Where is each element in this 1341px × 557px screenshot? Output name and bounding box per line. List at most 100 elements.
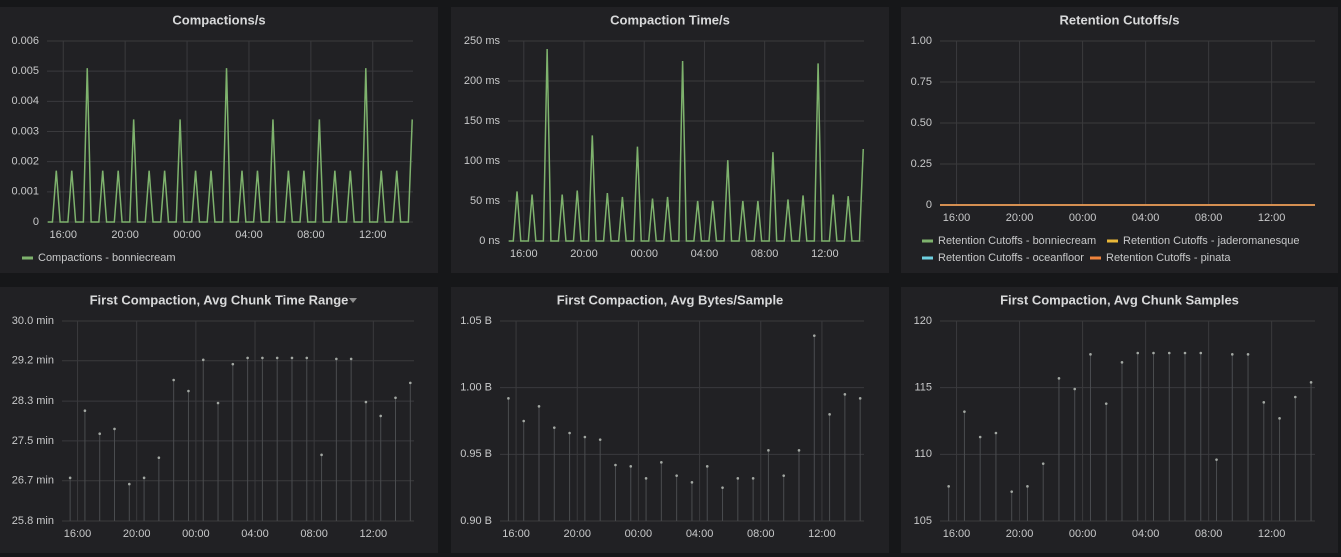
panel-title: Retention Cutoffs/s	[1060, 12, 1180, 27]
point	[675, 474, 678, 477]
point	[858, 397, 862, 400]
x-tick-label: 00:00	[182, 528, 210, 540]
legend-label: Retention Cutoffs - bonniecream	[938, 235, 1096, 247]
y-tick-label: 0.95 B	[460, 448, 492, 460]
point	[644, 477, 648, 480]
point	[83, 409, 87, 412]
x-tick-label: 00:00	[1069, 212, 1097, 224]
point	[751, 477, 755, 480]
point	[364, 400, 368, 404]
y-tick-label: 110	[914, 448, 932, 460]
point	[614, 463, 617, 467]
y-tick-label: 0.25	[911, 158, 932, 170]
x-tick-label: 00:00	[625, 528, 653, 540]
x-tick-label: 08:00	[1195, 212, 1223, 224]
y-tick-label: 0.50	[911, 117, 932, 129]
point	[537, 405, 541, 408]
legend-swatch	[922, 239, 933, 243]
legend-label: Retention Cutoffs - jaderomanesque	[1123, 235, 1300, 247]
legend-swatch	[22, 256, 33, 260]
y-tick-label: 0	[33, 216, 39, 228]
point	[113, 427, 116, 431]
point	[994, 431, 998, 435]
x-tick-label: 04:00	[235, 229, 263, 241]
panel-title: Compactions/s	[172, 12, 265, 27]
y-tick-label: 25.8 min	[12, 515, 54, 527]
legend-swatch	[922, 256, 933, 260]
y-tick-label: 250 ms	[464, 35, 501, 47]
x-tick-label: 04:00	[691, 248, 719, 260]
point	[1262, 401, 1266, 404]
y-tick-label: 0.002	[11, 156, 39, 168]
point	[1199, 351, 1203, 355]
point	[172, 378, 175, 382]
x-tick-label: 16:00	[502, 528, 530, 540]
y-tick-label: 26.7 min	[12, 475, 54, 487]
y-tick-label: 200 ms	[464, 75, 501, 87]
x-tick-label: 16:00	[943, 528, 971, 540]
point	[736, 477, 740, 480]
y-tick-label: 0 ns	[479, 235, 500, 247]
x-tick-label: 12:00	[359, 229, 387, 241]
point	[963, 410, 966, 413]
y-tick-label: 1.05 B	[460, 315, 492, 327]
point	[583, 435, 587, 439]
x-tick-label: 12:00	[808, 528, 836, 540]
y-tick-label: 115	[914, 382, 932, 394]
legend-swatch	[1090, 256, 1101, 260]
point	[157, 456, 161, 459]
point	[246, 356, 249, 360]
point	[335, 357, 338, 361]
y-tick-label: 30.0 min	[12, 315, 54, 327]
legend-swatch	[1107, 239, 1118, 243]
point	[1294, 395, 1297, 399]
x-tick-label: 16:00	[943, 212, 971, 224]
point	[812, 334, 816, 337]
point	[201, 358, 205, 362]
x-tick-label: 16:00	[49, 229, 77, 241]
x-tick-label: 04:00	[241, 528, 269, 540]
point	[1215, 458, 1218, 461]
point	[394, 396, 397, 400]
point	[721, 486, 724, 489]
y-tick-label: 1.00	[911, 35, 932, 47]
panel-menu-caret[interactable]	[349, 298, 357, 303]
point	[275, 356, 279, 360]
point	[1230, 353, 1234, 356]
x-tick-label: 08:00	[751, 248, 779, 260]
x-tick-label: 08:00	[1195, 528, 1223, 540]
y-tick-label: 0	[926, 199, 932, 211]
point	[379, 414, 383, 418]
y-tick-label: 50 ms	[470, 195, 500, 207]
x-tick-label: 12:00	[1258, 528, 1286, 540]
y-tick-label: 0.001	[11, 186, 39, 198]
y-tick-label: 0.006	[11, 35, 39, 47]
point	[598, 438, 602, 441]
y-tick-label: 105	[914, 515, 932, 527]
point	[1026, 485, 1029, 488]
panel	[451, 287, 889, 553]
x-tick-label: 16:00	[510, 248, 538, 260]
x-tick-label: 00:00	[1069, 528, 1097, 540]
point	[187, 389, 190, 393]
x-tick-label: 08:00	[300, 528, 328, 540]
point	[782, 474, 786, 477]
panel	[901, 7, 1338, 273]
point	[127, 482, 131, 486]
x-tick-label: 12:00	[360, 528, 388, 540]
x-tick-label: 20:00	[1006, 528, 1034, 540]
point	[290, 356, 294, 360]
x-tick-label: 20:00	[570, 248, 598, 260]
point	[1246, 353, 1250, 356]
point	[142, 476, 146, 480]
panel-title: First Compaction, Avg Chunk Time Range	[90, 292, 349, 307]
legend-label: Retention Cutoffs - pinata	[1106, 252, 1231, 264]
point	[261, 356, 264, 360]
point	[552, 426, 556, 429]
point	[1167, 351, 1171, 355]
y-tick-label: 28.3 min	[12, 395, 54, 407]
point	[1104, 402, 1108, 405]
point	[349, 357, 353, 361]
x-tick-label: 20:00	[1006, 212, 1034, 224]
